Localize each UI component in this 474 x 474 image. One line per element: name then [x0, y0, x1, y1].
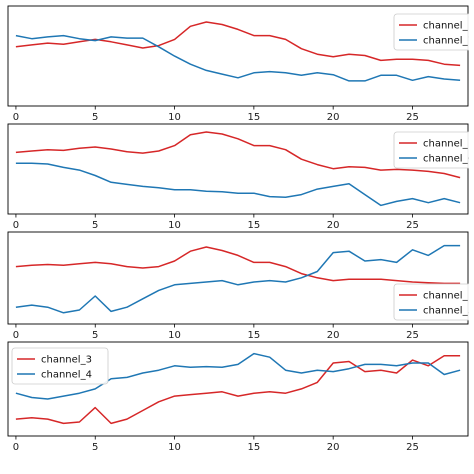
x-tick-label: 20: [327, 112, 340, 123]
x-tick-label: 25: [406, 442, 419, 453]
series-line-channel_1: [15, 131, 461, 179]
legend-box: [393, 13, 469, 51]
legend: channel_1 channel_7: [393, 13, 474, 51]
x-tick-label: 5: [92, 442, 98, 453]
chart-panel-1: 0 5 10 15 20 25 channel_1 channel_7: [7, 5, 474, 123]
legend-label-channel_1: channel_1: [423, 21, 474, 32]
legend-box: [393, 131, 469, 169]
x-tick-label: 25: [406, 330, 419, 341]
legend-label-channel_1: channel_1: [423, 291, 474, 302]
legend: channel_3 channel_4: [11, 347, 109, 385]
axes-frame: [7, 123, 469, 215]
x-tick-label: 25: [406, 112, 419, 123]
axes-frame: [7, 231, 469, 325]
x-tick-label: 10: [168, 442, 181, 453]
x-tick-label: 15: [247, 220, 260, 231]
legend-label-channel_7: channel_7: [423, 36, 474, 47]
legend-label-channel_1: channel_1: [423, 139, 474, 150]
series-line-channel_6: [15, 162, 461, 207]
x-tick-label: 5: [92, 112, 98, 123]
x-tick-label: 5: [92, 330, 98, 341]
series-lines: [15, 131, 461, 207]
series-lines: [15, 244, 461, 314]
x-tick-label: 0: [13, 330, 19, 341]
x-tick-label: 0: [13, 220, 19, 231]
series-lines: [15, 21, 461, 82]
x-tick-label: 0: [13, 442, 19, 453]
x-tick-label: 25: [406, 220, 419, 231]
axes-frame: [7, 341, 469, 437]
x-tick-label: 20: [327, 330, 340, 341]
axes-frame: [7, 5, 469, 107]
series-line-channel_3: [15, 355, 461, 425]
x-tick-label: 15: [247, 112, 260, 123]
chart-panel-2: 0 5 10 15 20 25 channel_1 channel_6: [7, 123, 474, 231]
legend-label-channel_4: channel_4: [41, 370, 92, 381]
chart-panel-4: 0 5 10 15 20 25 channel_3 channel_4: [7, 341, 469, 453]
series-line-channel_3: [15, 244, 461, 314]
legend-box: [393, 283, 469, 321]
x-tick-label: 20: [327, 220, 340, 231]
x-tick-label: 15: [247, 442, 260, 453]
x-tick-label: 10: [168, 330, 181, 341]
x-tick-label: 10: [168, 220, 181, 231]
x-tick-label: 0: [13, 112, 19, 123]
legend-box: [11, 347, 109, 385]
x-tick-label: 20: [327, 442, 340, 453]
x-tick-label: 15: [247, 330, 260, 341]
legend-label-channel_3: channel_3: [41, 355, 92, 366]
legend: channel_1 channel_6: [393, 131, 474, 169]
chart-panel-3: 0 5 10 15 20 25 channel_1 channel_3: [7, 231, 474, 341]
x-tick-label: 10: [168, 112, 181, 123]
series-lines: [15, 352, 461, 425]
legend-label-channel_3: channel_3: [423, 306, 474, 317]
legend: channel_1 channel_3: [393, 283, 474, 321]
series-line-channel_4: [15, 352, 461, 400]
series-line-channel_7: [15, 34, 461, 82]
legend-label-channel_6: channel_6: [423, 154, 474, 165]
series-line-channel_1: [15, 246, 461, 285]
x-tick-label: 5: [92, 220, 98, 231]
